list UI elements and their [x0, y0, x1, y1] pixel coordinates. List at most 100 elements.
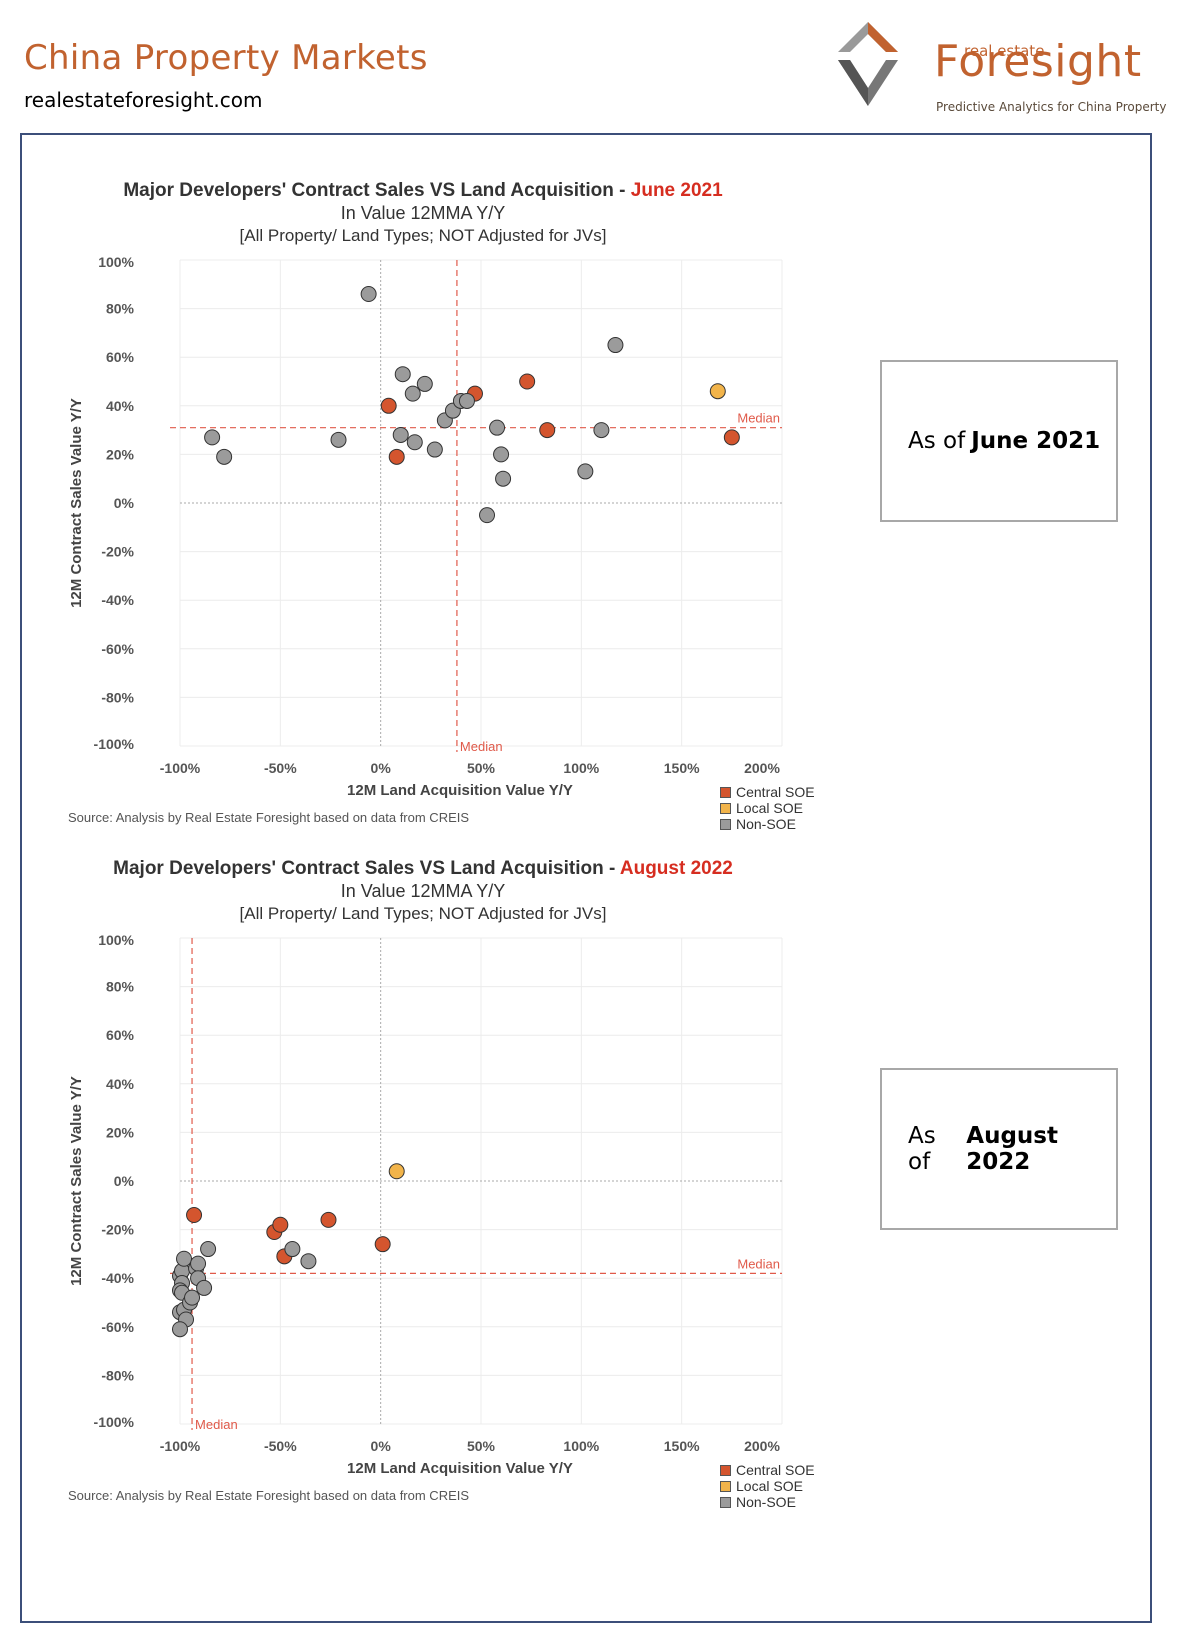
legend-label: Non-SOE [736, 1494, 796, 1510]
point-central-soe [380, 397, 397, 414]
x-tick-label: 100% [563, 760, 599, 776]
point-non-soe [404, 385, 421, 402]
point-non-soe [216, 448, 233, 465]
y-tick-label: -40% [101, 1270, 134, 1286]
x-tick-label: -50% [264, 760, 297, 776]
point-non-soe [489, 419, 506, 436]
point-non-soe [392, 426, 409, 443]
report-frame [20, 133, 1152, 1623]
point-central-soe [723, 429, 740, 446]
chart-subtitle: In Value 12MMA Y/Y [341, 881, 505, 901]
scatter-chart-june-2021: Major Developers' Contract Sales VS Land… [68, 180, 783, 799]
point-non-soe [184, 1289, 201, 1306]
legend-item-non-soe: Non-SOE [720, 1494, 815, 1510]
point-non-soe [190, 1255, 207, 1272]
chart-title: Major Developers' Contract Sales VS Land… [113, 858, 733, 879]
x-tick-label: 0% [371, 1438, 392, 1454]
logo-name: Foresight [934, 36, 1142, 87]
median-x-label: Median [195, 1417, 238, 1432]
point-central-soe [374, 1236, 391, 1253]
x-axis-label: 12M Land Acquisition Value Y/Y [347, 782, 573, 799]
chart-legend: Central SOE Local SOE Non-SOE [720, 784, 815, 832]
point-non-soe [300, 1253, 317, 1270]
point-non-soe [493, 446, 510, 463]
site-url[interactable]: realestateforesight.com [24, 88, 263, 112]
x-tick-label: 200% [744, 1438, 780, 1454]
y-tick-label: 60% [106, 1027, 135, 1043]
logo-mark-icon [838, 22, 898, 106]
point-central-soe [388, 448, 405, 465]
x-tick-label: 150% [664, 1438, 700, 1454]
y-tick-label: 0% [114, 495, 135, 511]
chart-title-main: Major Developers' Contract Sales VS Land… [123, 180, 630, 201]
as-of-prefix: As of [908, 1123, 936, 1175]
as-of-box: As of August 2022 [880, 1068, 1118, 1230]
chart-title-date: June 2021 [631, 180, 723, 201]
brand-logo: real estate Foresight Predictive Analyti… [838, 20, 1166, 120]
x-tick-label: -100% [160, 1438, 201, 1454]
y-tick-label: 0% [114, 1173, 135, 1189]
point-local-soe [709, 383, 726, 400]
as-of-box: As of June 2021 [880, 360, 1118, 522]
point-non-soe [607, 337, 624, 354]
point-non-soe [495, 470, 512, 487]
source-note: Source: Analysis by Real Estate Foresigh… [68, 810, 470, 825]
y-tick-label: 100% [98, 254, 134, 270]
y-tick-label: -100% [94, 1414, 135, 1430]
y-tick-label: -80% [101, 689, 134, 705]
chart-title-date: August 2022 [620, 858, 733, 879]
x-tick-label: 0% [371, 760, 392, 776]
x-tick-label: -50% [264, 1438, 297, 1454]
point-non-soe [200, 1241, 217, 1258]
chart-title: Major Developers' Contract Sales VS Land… [123, 180, 723, 201]
y-axis-label: 12M Contract Sales Value Y/Y [68, 1076, 85, 1286]
logo-tagline: Predictive Analytics for China Property [936, 100, 1167, 114]
y-tick-label: -80% [101, 1367, 134, 1383]
y-tick-label: 20% [106, 1124, 135, 1140]
as-of-date: June 2021 [971, 428, 1101, 454]
legend-item-central-soe: Central SOE [720, 1462, 815, 1478]
point-non-soe [577, 463, 594, 480]
logo-small-text: real estate [964, 42, 1045, 60]
y-tick-label: 100% [98, 932, 134, 948]
x-tick-label: 100% [563, 1438, 599, 1454]
page-title: China Property Markets [24, 38, 428, 78]
median-y-label: Median [737, 411, 780, 426]
as-of-prefix: As of [908, 428, 966, 454]
point-non-soe [394, 366, 411, 383]
y-tick-label: -100% [94, 736, 135, 752]
point-non-soe [458, 392, 475, 409]
point-central-soe [272, 1216, 289, 1233]
x-tick-label: 150% [664, 760, 700, 776]
point-non-soe [204, 429, 221, 446]
chart-title-main: Major Developers' Contract Sales VS Land… [113, 858, 620, 879]
legend-label: Local SOE [736, 800, 803, 816]
point-non-soe [330, 431, 347, 448]
y-tick-label: 80% [106, 979, 135, 995]
y-tick-label: -40% [101, 592, 134, 608]
median-x-label: Median [460, 739, 503, 754]
y-tick-label: -60% [101, 641, 134, 657]
point-central-soe [186, 1207, 203, 1224]
legend-label: Central SOE [736, 1462, 815, 1478]
legend-swatch-local-soe [720, 1480, 731, 1492]
point-non-soe [593, 422, 610, 439]
legend-swatch-central-soe [720, 1464, 731, 1476]
legend-item-central-soe: Central SOE [720, 784, 815, 800]
legend-label: Central SOE [736, 784, 815, 800]
chart-legend: Central SOE Local SOE Non-SOE [720, 1462, 815, 1510]
y-tick-label: 40% [106, 398, 135, 414]
point-non-soe [284, 1241, 301, 1258]
point-non-soe [360, 286, 377, 303]
legend-item-local-soe: Local SOE [720, 800, 815, 816]
point-central-soe [320, 1211, 337, 1228]
legend-item-local-soe: Local SOE [720, 1478, 815, 1494]
point-non-soe [426, 441, 443, 458]
y-tick-label: -60% [101, 1319, 134, 1335]
legend-label: Non-SOE [736, 816, 796, 832]
chart-subtitle: In Value 12MMA Y/Y [341, 203, 505, 223]
legend-item-non-soe: Non-SOE [720, 816, 815, 832]
point-non-soe [416, 375, 433, 392]
source-note: Source: Analysis by Real Estate Foresigh… [68, 1488, 470, 1503]
y-tick-label: -20% [101, 1222, 134, 1238]
